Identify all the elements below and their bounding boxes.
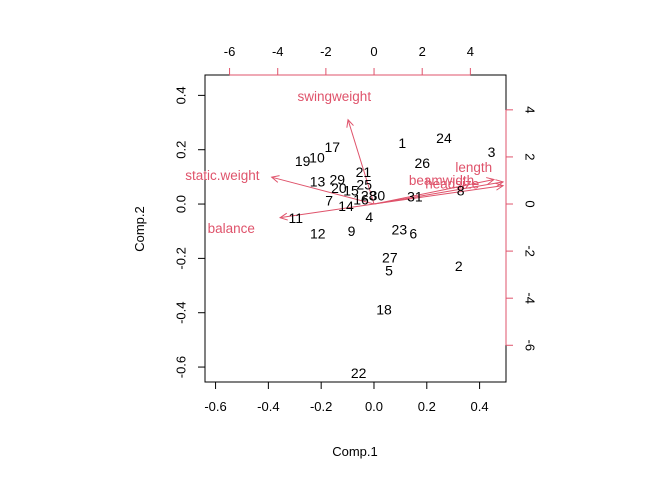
observation-label: 24 [436, 130, 452, 146]
y-axis-title: Comp.2 [132, 206, 147, 252]
right-axis: -6 -4 -2 0 2 4 [505, 106, 537, 351]
observation-label: 11 [289, 210, 304, 226]
top-tick-label: 2 [419, 44, 426, 59]
loading-arrows: swingweight static.weight balance lengthbea… [185, 89, 505, 236]
x-tick-label: 0.4 [471, 399, 489, 414]
loading-label-headsize: headsize [425, 176, 479, 191]
observation-label: 22 [351, 365, 367, 381]
top-tick-label: 0 [370, 44, 377, 59]
observation-label: 5 [385, 263, 393, 279]
observation-label: 28 [361, 187, 377, 203]
observation-label: 6 [409, 225, 417, 241]
loading-label-static-weight: static.weight [185, 168, 260, 183]
loading-arrow-headsize [373, 185, 504, 205]
top-tick-label: -4 [272, 44, 284, 59]
observation-label: 15 [343, 182, 359, 198]
right-tick-label: -6 [522, 339, 537, 351]
observation-label: 4 [365, 209, 373, 225]
top-tick-label: -6 [224, 44, 236, 59]
top-tick-label: -2 [320, 44, 332, 59]
y-tick-label: -0.4 [174, 302, 189, 324]
observation-label: 12 [310, 225, 326, 241]
x-axis-title: Comp.1 [332, 444, 378, 459]
loading-label-balance: balance [208, 221, 255, 236]
observation-label: 20 [331, 180, 347, 196]
loading-arrow-static-weight [271, 176, 375, 205]
observation-label: 25 [356, 176, 372, 192]
y-tick-label: 0.0 [174, 195, 189, 213]
loading-label-swingweight: swingweight [298, 89, 372, 104]
y-tick-label: -0.2 [174, 247, 189, 269]
x-tick-label: -0.6 [204, 399, 226, 414]
observation-label: 19 [295, 153, 311, 169]
x-tick-label: 0.0 [365, 399, 383, 414]
observation-label: 30 [370, 187, 386, 203]
observation-label: 13 [310, 174, 326, 190]
loading-arrow-length [373, 179, 495, 205]
left-axis: -0.6 -0.4 -0.2 0.0 0.2 0.4 [174, 86, 206, 378]
observation-label: 3 [488, 144, 496, 160]
observation-label: 23 [392, 221, 408, 237]
observation-label: 29 [329, 171, 345, 187]
loading-arrow-balance [280, 203, 375, 219]
x-tick-label: -0.4 [257, 399, 279, 414]
x-tick-label: 0.2 [418, 399, 436, 414]
arrow-head [495, 179, 505, 187]
observation-label: 2 [455, 258, 463, 274]
loading-arrow-beamwidth [373, 181, 504, 205]
right-tick-label: 0 [522, 200, 537, 207]
observation-label: 7 [325, 192, 333, 208]
loading-label-length: length [455, 160, 492, 175]
observation-label: 14 [338, 198, 354, 214]
observation-label: 21 [356, 164, 372, 180]
y-tick-label: 0.2 [174, 141, 189, 159]
right-tick-label: -4 [522, 292, 537, 304]
observation-label: 17 [324, 139, 340, 155]
observation-label: 16 [353, 192, 369, 208]
arrow-head [486, 177, 496, 185]
y-tick-label: 0.4 [174, 86, 189, 104]
loading-label-beamwidth: beamwidth [409, 173, 474, 188]
right-tick-label: -2 [522, 245, 537, 257]
arrow-head [270, 175, 280, 183]
bottom-axis: -0.6 -0.4 -0.2 0.0 0.2 0.4 [204, 381, 489, 414]
top-axis: -6 -4 -2 0 2 4 [224, 44, 474, 76]
right-tick-label: 2 [522, 153, 537, 160]
loading-arrow-swingweight [347, 119, 375, 205]
observation-label: 26 [415, 155, 431, 171]
observation-label: 8 [457, 183, 465, 199]
observation-label: 18 [376, 301, 392, 317]
arrow-head [278, 212, 288, 221]
top-tick-label: 4 [467, 44, 474, 59]
observation-label: 31 [407, 189, 423, 205]
arrow-head [346, 118, 354, 128]
observation-label: 9 [348, 223, 356, 239]
observation-label: 27 [382, 249, 398, 265]
right-tick-label: 4 [522, 106, 537, 113]
observation-label: 10 [309, 149, 325, 165]
arrow-head [495, 182, 505, 191]
observation-label: 1 [398, 135, 406, 151]
x-tick-label: -0.2 [310, 399, 332, 414]
y-tick-label: -0.6 [174, 356, 189, 378]
